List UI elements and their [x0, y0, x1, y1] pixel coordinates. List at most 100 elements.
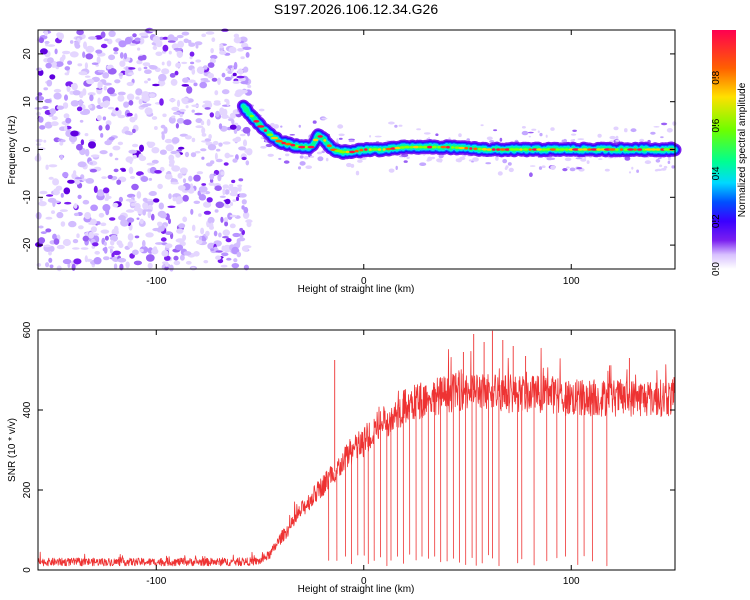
spectrogram-noise-cell	[624, 156, 631, 161]
spectrogram-noise-cell	[321, 150, 325, 154]
spectrogram-ridge-hotspot	[650, 148, 657, 151]
spectrogram-noise-cell	[178, 146, 185, 150]
spectrogram-noise-cell	[586, 160, 590, 165]
spectrogram-noise-cell	[237, 68, 244, 75]
spectrogram-ridge-hotspot	[486, 148, 492, 151]
spectrogram-noise-cell	[35, 95, 45, 101]
spectrogram-noise-cell	[77, 63, 83, 67]
spectrogram-ridge-hotspot	[581, 148, 589, 151]
colorbar-tick-label: 0.2	[711, 214, 722, 228]
spectrogram-noise-cell	[215, 110, 220, 118]
spectrogram-noise-cell	[109, 152, 113, 157]
spectrogram-noise-cell	[278, 157, 282, 160]
spectrogram-noise-cell	[189, 56, 193, 60]
spectrogram-ridge-hotspot	[440, 145, 447, 149]
spectrogram-noise-cell	[59, 209, 68, 213]
spectrogram-noise-cell	[142, 197, 148, 202]
spectrogram-noise-cell	[194, 112, 203, 116]
spectrogram-noise-cell	[128, 149, 137, 154]
spectrogram-noise-cell	[194, 150, 201, 154]
spectrogram-noise-cell	[137, 47, 141, 51]
spectrogram-noise-cell	[299, 155, 304, 159]
spectrogram-noise-cell	[317, 156, 324, 162]
spectrogram-noise-cell	[44, 98, 52, 104]
spectrogram-noise-cell	[138, 98, 143, 105]
spectrogram-noise-cell	[210, 248, 215, 252]
spectrogram-noise-cell	[112, 250, 121, 256]
spectrogram-noise-cell	[113, 263, 118, 270]
spectrogram-noise-cell	[572, 129, 577, 132]
spectrogram-noise-cell	[304, 156, 309, 160]
spectrogram-noise-cell	[208, 182, 215, 186]
spectrogram-noise-cell	[100, 229, 110, 234]
spectrogram-ridge-hotspot	[663, 148, 671, 151]
spectrogram-noise-cell	[177, 172, 183, 179]
spectrogram-noise-cell	[82, 51, 86, 58]
spectrogram-noise-cell	[221, 89, 230, 95]
spectrogram-noise-cell	[177, 185, 186, 191]
spectrogram-noise-cell	[138, 153, 144, 161]
spectrogram-noise-cell	[202, 100, 212, 104]
spectrogram-noise-cell	[98, 125, 103, 131]
spectrogram-noise-cell	[190, 208, 194, 215]
spectrogram-noise-cell	[419, 162, 427, 166]
spectrogram-noise-cell	[74, 177, 82, 180]
spectrogram-noise-cell	[348, 139, 354, 143]
spectrogram-noise-cell	[466, 138, 471, 142]
spectrogram-noise-cell	[224, 198, 231, 205]
spectrogram-y-tick-label: 0	[22, 146, 33, 152]
spectrogram-noise-cell	[153, 198, 160, 203]
spectrogram-noise-cell	[159, 98, 164, 106]
spectrogram-noise-cell	[654, 169, 659, 172]
spectrogram-noise-cell	[121, 168, 126, 172]
spectrogram-noise-cell	[225, 68, 230, 72]
spectrogram-ridge-hotspot	[478, 147, 482, 151]
spectrogram-noise-cell	[241, 156, 247, 161]
spectrogram-noise-cell	[105, 124, 110, 131]
spectrogram-y-ticks: -20 -10 0 10 20	[22, 48, 675, 252]
spectrogram-noise-cell	[125, 198, 134, 202]
spectrogram-noise-cell	[86, 78, 95, 85]
spectrogram-noise-cell	[191, 68, 196, 75]
spectrogram-noise-cell	[112, 202, 119, 208]
spectrogram-noise-cell	[46, 44, 56, 47]
spectrogram-noise-cell	[177, 40, 185, 48]
spectrogram-noise-cell	[162, 36, 169, 40]
spectrogram-noise-cell	[176, 50, 183, 58]
spectrogram-noise-cell	[190, 152, 197, 158]
spectrogram-noise-cell	[200, 148, 207, 152]
spectrogram-noise-cell	[206, 119, 211, 126]
spectrogram-ridge-hotspot	[469, 147, 473, 150]
spectrogram-noise-cell	[220, 264, 228, 268]
spectrogram-noise-cell	[438, 153, 444, 159]
spectrogram-noise-cell	[38, 37, 45, 44]
spectrogram-ridge-hotspot	[637, 148, 643, 151]
spectrogram-ridge-hotspot	[446, 145, 450, 149]
spectrogram-noise-cell	[46, 194, 54, 197]
spectrogram-noise-cell	[80, 139, 85, 146]
spectrogram-noise-cell	[104, 100, 110, 107]
spectrogram-y-label: Frequency (Hz)	[7, 116, 18, 185]
spectrogram-noise-cell	[639, 138, 645, 143]
spectrogram-noise-cell	[211, 77, 218, 82]
spectrogram-noise-cell	[229, 223, 236, 229]
spectrogram-noise-cell	[406, 156, 410, 159]
spectrogram-noise-cell	[76, 29, 84, 36]
spectrogram-noise-cell	[200, 78, 209, 81]
spectrogram-noise-cell	[507, 162, 512, 166]
spectrogram-noise-cell	[55, 61, 64, 67]
spectrogram-noise-cell	[198, 186, 208, 193]
spectrogram-noise-cell	[161, 68, 170, 75]
spectrogram-ridge-hotspot	[596, 148, 601, 151]
spectrogram-noise-cell	[186, 86, 193, 94]
spectrogram-noise-cell	[95, 49, 103, 54]
spectrogram-noise-cell	[93, 185, 98, 193]
spectrogram-noise-cell	[132, 143, 139, 148]
spectrogram-noise-cell	[298, 124, 301, 128]
spectrogram-noise-cell	[636, 169, 639, 173]
spectrogram-y-tick-label: 10	[22, 96, 33, 108]
spectrogram-noise-cell	[40, 48, 48, 55]
snr-x-label: Height of straight line (km)	[298, 584, 415, 595]
spectrogram-noise-cell	[185, 260, 192, 265]
spectrogram-noise-cell	[56, 244, 65, 250]
